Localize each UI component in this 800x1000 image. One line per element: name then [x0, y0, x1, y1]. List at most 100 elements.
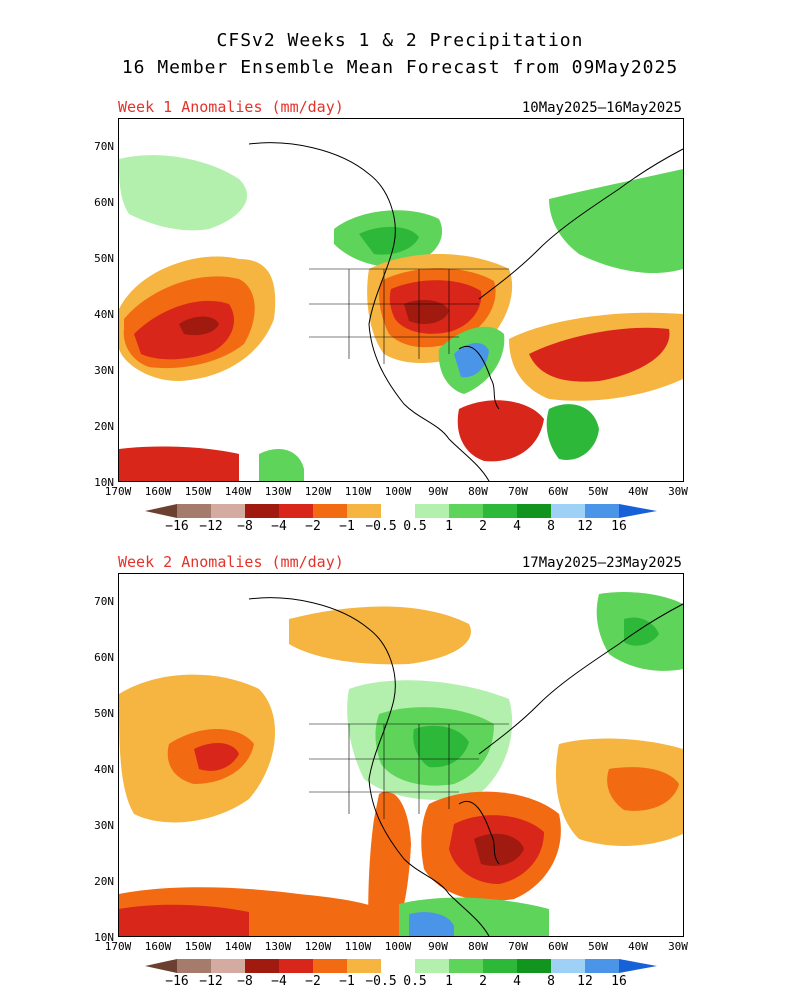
cb1-label: −16: [165, 519, 189, 534]
p2-ylab: 30N: [94, 819, 114, 832]
cb1-label: 16: [611, 519, 627, 534]
anomaly-tropical-wet: [546, 404, 599, 460]
anomaly-se-dry-peak: [474, 833, 524, 866]
anomaly-pacific-dry-peak: [179, 316, 219, 336]
cb2-label: 8: [547, 974, 555, 989]
anomaly-canada-green-core: [359, 226, 419, 255]
anomaly-equatorial-dry: [119, 446, 239, 481]
cb2-label: −12: [199, 974, 223, 989]
p2-xlab: 140W: [224, 940, 252, 953]
cb1-label: −4: [271, 519, 287, 534]
state-borders: [309, 723, 509, 819]
p2-xlab: 160W: [144, 940, 172, 953]
panel2-label: Week 2 Anomalies (mm/day): [118, 553, 344, 571]
p2-ylab: 50N: [94, 707, 114, 720]
anomaly-se-wet-core: [454, 343, 489, 378]
p1-xlab: 130W: [264, 485, 292, 498]
cb2-label: 16: [611, 974, 627, 989]
cb2-label: 12: [577, 974, 593, 989]
cb1-label: 4: [513, 519, 521, 534]
p1-xlab: 70W: [508, 485, 528, 498]
anomaly-atlantic-dry-core: [607, 767, 679, 811]
p2-xlab: 30W: [668, 940, 688, 953]
colorbar-2: [145, 959, 657, 973]
anomaly-north-green: [119, 155, 248, 231]
p2-ylab: 60N: [94, 651, 114, 664]
p1-xlab: 30W: [668, 485, 688, 498]
anomaly-greenland-wet-core: [624, 617, 659, 646]
p2-xlab: 150W: [184, 940, 212, 953]
panel1-map-svg: [119, 142, 683, 481]
panel1-map: [118, 118, 684, 482]
cb2-label: −4: [271, 974, 287, 989]
cb2-label: −8: [237, 974, 253, 989]
p2-ylab: 40N: [94, 763, 114, 776]
coastline: [248, 597, 683, 936]
cb1-label: −1: [339, 519, 355, 534]
p1-ylab: 70N: [94, 140, 114, 153]
cb1-label: 12: [577, 519, 593, 534]
panel2-map: [118, 573, 684, 937]
cb1-label: −2: [305, 519, 321, 534]
p2-ylab: 20N: [94, 875, 114, 888]
p1-xlab: 90W: [428, 485, 448, 498]
anomaly-us-dry-peak: [404, 299, 449, 324]
cb1-label: −12: [199, 519, 223, 534]
p2-xlab: 110W: [344, 940, 372, 953]
p1-xlab: 120W: [304, 485, 332, 498]
panel1-label: Week 1 Anomalies (mm/day): [118, 98, 344, 116]
anomaly-equatorial-dry-core: [119, 904, 249, 936]
p2-xlab: 70W: [508, 940, 528, 953]
p1-xlab: 160W: [144, 485, 172, 498]
cb1-label: −8: [237, 519, 253, 534]
p1-xlab: 150W: [184, 485, 212, 498]
p1-xlab: 110W: [344, 485, 372, 498]
p2-xlab: 90W: [428, 940, 448, 953]
p2-xlab: 120W: [304, 940, 332, 953]
cb1-label: 1: [445, 519, 453, 534]
p2-xlab: 130W: [264, 940, 292, 953]
anomaly-atlantic-wet: [549, 169, 683, 274]
anomaly-tropical-wet-blue: [409, 912, 454, 936]
anomaly-pacific-dry-core: [194, 742, 239, 771]
panel2-dates: 17May2025–23May2025: [521, 555, 682, 571]
cb2-label: 1: [445, 974, 453, 989]
colorbar-1-right-arrow: [619, 504, 657, 518]
p2-xlab: 50W: [588, 940, 608, 953]
panel1-dates: 10May2025–16May2025: [521, 100, 682, 116]
cb2-label: −16: [165, 974, 189, 989]
colorbar-1-left-arrow: [145, 504, 177, 518]
p1-ylab: 50N: [94, 252, 114, 265]
cb2-label: −2: [305, 974, 321, 989]
colorbar-1: [145, 504, 657, 518]
p1-ylab: 10N: [94, 476, 114, 489]
title-line-2: 16 Member Ensemble Mean Forecast from 09…: [121, 57, 679, 78]
p1-xlab: 50W: [588, 485, 608, 498]
p2-xlab: 170W: [104, 940, 132, 953]
p2-ylab: 70N: [94, 595, 114, 608]
cb2-label: −0.5: [365, 974, 397, 989]
colorbar-2-right-arrow: [619, 959, 657, 973]
cb2-label: 0.5: [403, 974, 427, 989]
cb2-label: 4: [513, 974, 521, 989]
cb1-label: 2: [479, 519, 487, 534]
anomaly-caribbean-dry: [457, 400, 544, 462]
p1-xlab: 80W: [468, 485, 488, 498]
p2-xlab: 100W: [384, 940, 412, 953]
cb2-label: −1: [339, 974, 355, 989]
p1-xlab: 40W: [628, 485, 648, 498]
anomaly-us-wet-core: [413, 725, 469, 768]
p1-ylab: 60N: [94, 196, 114, 209]
anomaly-pacific-wet-small: [259, 449, 304, 481]
p1-xlab: 170W: [104, 485, 132, 498]
cb2-label: 2: [479, 974, 487, 989]
coastline: [248, 142, 683, 481]
cb1-label: 0.5: [403, 519, 427, 534]
cb1-label: 8: [547, 519, 555, 534]
colorbar-2-left-arrow: [145, 959, 177, 973]
p2-xlab: 40W: [628, 940, 648, 953]
p1-ylab: 30N: [94, 364, 114, 377]
p1-ylab: 40N: [94, 308, 114, 321]
p2-ylab: 10N: [94, 931, 114, 944]
p2-xlab: 80W: [468, 940, 488, 953]
